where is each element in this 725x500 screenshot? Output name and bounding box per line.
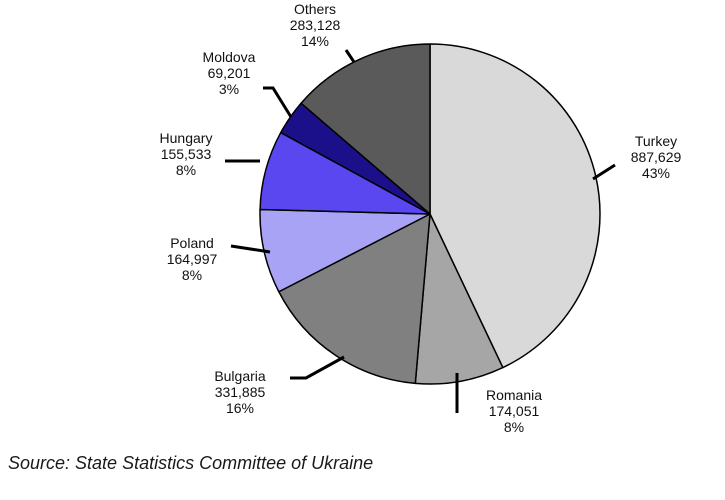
slice-percent: 8% bbox=[182, 267, 202, 283]
slice-value: 174,051 bbox=[489, 403, 540, 419]
slice-name: Bulgaria bbox=[214, 368, 266, 384]
pie-slices bbox=[259, 43, 601, 385]
leader-line-turkey bbox=[592, 163, 616, 181]
slice-label-moldova: Moldova 69,201 3% bbox=[203, 49, 256, 97]
leader-lines bbox=[225, 49, 616, 413]
slice-label-others: Others 283,128 14% bbox=[290, 1, 341, 49]
slice-value: 283,128 bbox=[290, 17, 341, 33]
slice-name: Poland bbox=[170, 235, 214, 251]
leader-line-moldova bbox=[263, 86, 293, 118]
slice-percent: 3% bbox=[219, 81, 239, 97]
slice-value: 69,201 bbox=[208, 65, 251, 81]
slice-name: Romania bbox=[486, 387, 542, 403]
leader-line-bulgaria bbox=[290, 355, 345, 380]
slice-label-hungary: Hungary 155,533 8% bbox=[160, 130, 213, 178]
pie-slice-bulgaria bbox=[278, 213, 431, 385]
slice-percent: 8% bbox=[504, 419, 524, 435]
slice-percent: 14% bbox=[301, 33, 329, 49]
slice-name: Turkey bbox=[635, 133, 677, 149]
slice-label-turkey: Turkey 887,629 43% bbox=[631, 133, 682, 181]
slice-label-poland: Poland 164,997 8% bbox=[167, 235, 218, 283]
slice-value: 887,629 bbox=[631, 149, 682, 165]
slice-value: 331,885 bbox=[215, 384, 266, 400]
slice-labels: Turkey 887,629 43%Romania 174,051 8%Bulgaria… bbox=[160, 1, 682, 435]
slice-label-bulgaria: Bulgaria 331,885 16% bbox=[214, 368, 266, 416]
slice-label-romania: Romania 174,051 8% bbox=[486, 387, 542, 435]
pie-slice-others bbox=[300, 43, 431, 215]
slice-percent: 8% bbox=[176, 162, 196, 178]
slice-value: 164,997 bbox=[167, 251, 218, 267]
slice-percent: 43% bbox=[642, 165, 670, 181]
pie-slice-romania bbox=[414, 213, 504, 385]
slice-name: Hungary bbox=[160, 130, 213, 146]
slice-name: Moldova bbox=[203, 49, 256, 65]
source-note: Source: State Statistics Committee of Uk… bbox=[8, 453, 374, 473]
leader-line-poland bbox=[230, 244, 271, 254]
slice-percent: 16% bbox=[226, 400, 254, 416]
slice-name: Others bbox=[294, 1, 336, 17]
slice-value: 155,533 bbox=[161, 146, 212, 162]
leader-line-others bbox=[344, 49, 356, 63]
